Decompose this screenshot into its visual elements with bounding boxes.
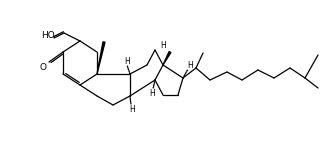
Text: HO: HO: [41, 32, 55, 40]
Polygon shape: [97, 42, 105, 74]
Text: H: H: [124, 56, 130, 66]
Text: H: H: [129, 104, 135, 114]
Text: H: H: [160, 42, 166, 50]
Text: O: O: [40, 64, 46, 72]
Text: H: H: [187, 61, 193, 69]
Text: H: H: [149, 88, 155, 98]
Polygon shape: [163, 51, 171, 65]
